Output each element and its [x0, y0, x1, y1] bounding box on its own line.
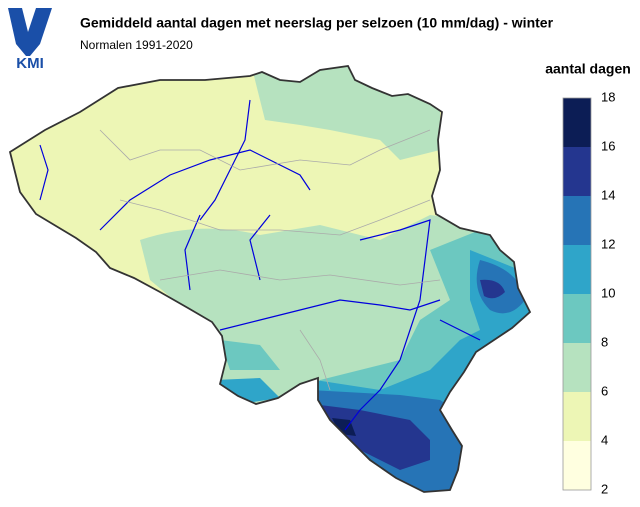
legend-bin: [563, 245, 591, 294]
map: [10, 66, 530, 492]
legend-tick-label: 18: [601, 89, 615, 104]
logo-text: KMI: [16, 55, 44, 72]
legend-bin: [563, 98, 591, 147]
legend-title: aantal dagen: [545, 61, 631, 77]
legend-bin: [563, 392, 591, 441]
logo-mark: [8, 8, 52, 56]
legend: 2 4 6 8 10 12 14 16 18: [562, 89, 615, 496]
legend-tick-label: 14: [601, 187, 615, 202]
legend-tick-label: 16: [601, 138, 615, 153]
logo: KMI: [8, 8, 52, 72]
zone: [480, 279, 505, 299]
legend-bin: [563, 147, 591, 196]
legend-tick-label: 4: [601, 432, 608, 447]
legend-tick-label: 2: [601, 481, 608, 496]
legend-bin: [563, 343, 591, 392]
legend-bin: [563, 441, 591, 490]
title: Gemiddeld aantal dagen met neerslag per …: [80, 15, 554, 31]
subtitle: Normalen 1991-2020: [80, 38, 193, 52]
rivers: [39, 99, 481, 431]
legend-bin: [563, 196, 591, 245]
legend-tick-label: 6: [601, 383, 608, 398]
legend-tick-label: 10: [601, 285, 615, 300]
legend-frame: [562, 97, 592, 491]
legend-tick-label: 12: [601, 236, 615, 251]
legend-tick-label: 8: [601, 334, 608, 349]
legend-bin: [563, 294, 591, 343]
zone: [215, 378, 280, 404]
zone: [220, 340, 280, 370]
borders: [99, 129, 441, 391]
